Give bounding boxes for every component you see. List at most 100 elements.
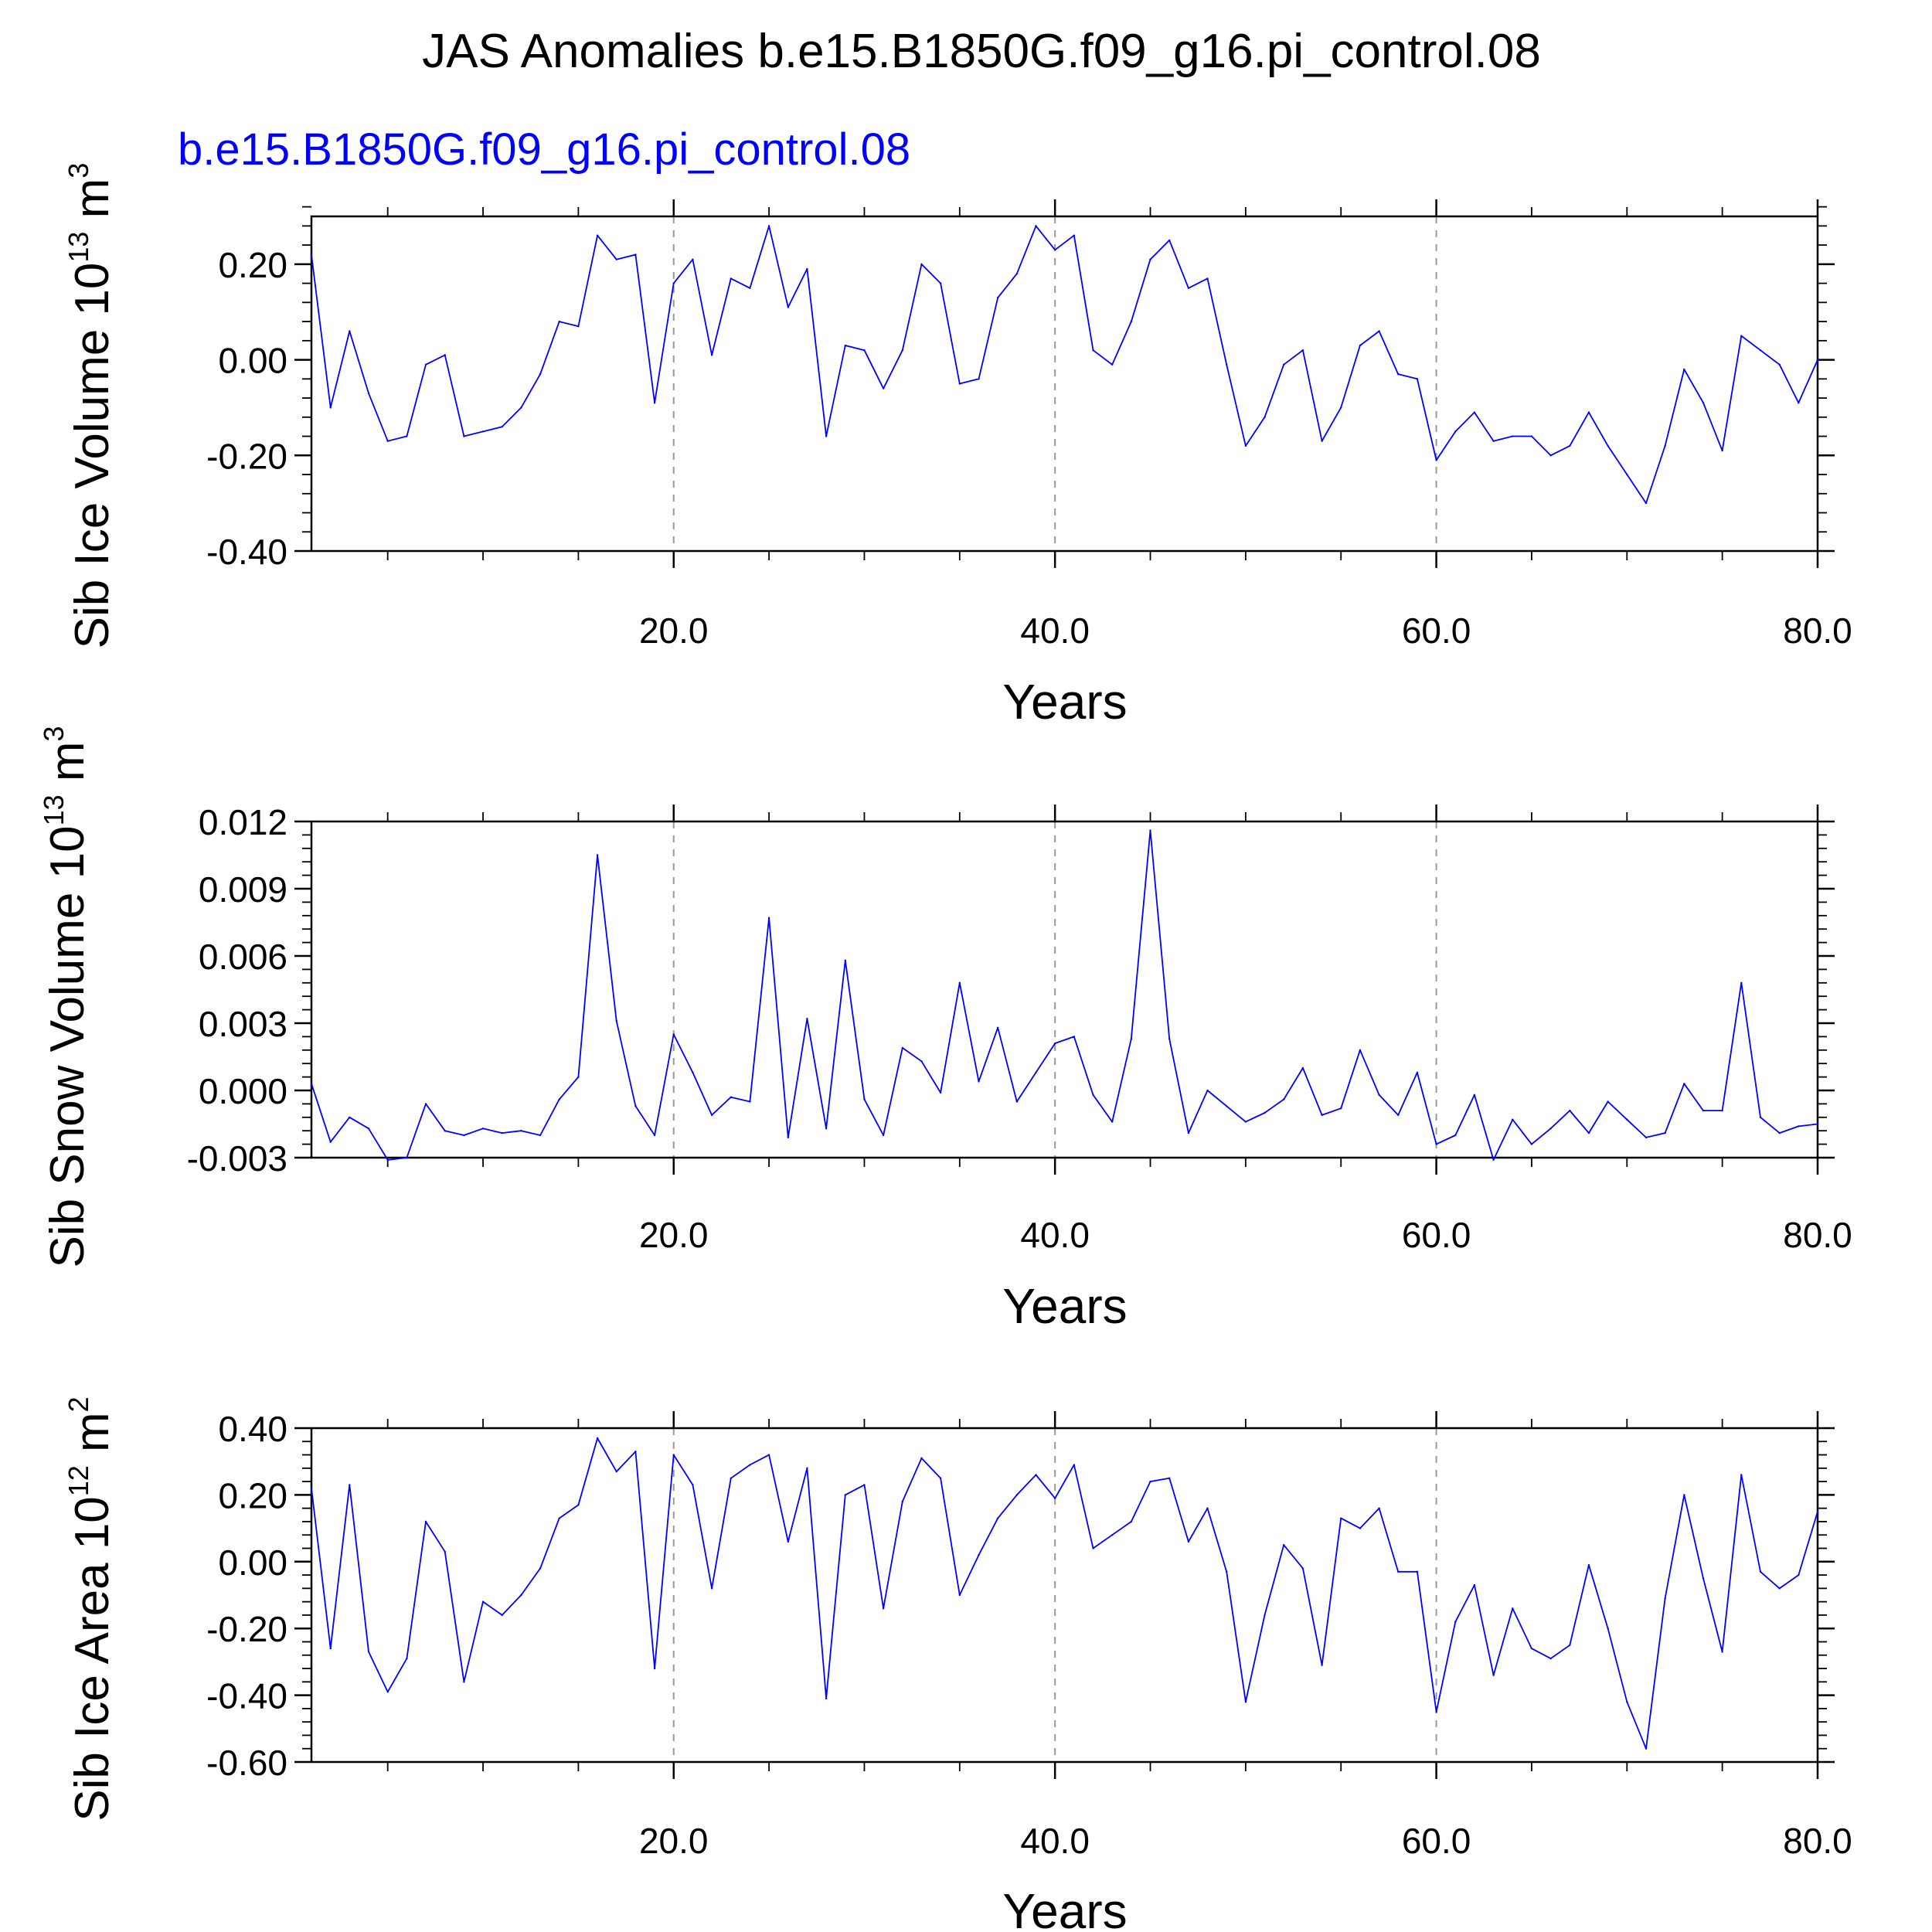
data-point (1340, 1517, 1342, 1519)
data-point (596, 1437, 599, 1440)
data-point (844, 1494, 846, 1496)
data-point (1473, 1094, 1476, 1097)
data-point (615, 1470, 617, 1473)
y-axis-label-ylabel-exp: 13 (63, 232, 94, 263)
data-point (996, 296, 999, 299)
data-point (978, 1080, 980, 1083)
data-point (1645, 502, 1648, 505)
data-point (1035, 1474, 1037, 1476)
y-axis-label: Sib Ice Volume 1013 m3 (63, 163, 119, 649)
data-point (1264, 1111, 1266, 1114)
data-point (1321, 1114, 1323, 1117)
data-point (1168, 239, 1171, 242)
data-point (310, 1083, 313, 1085)
y-axis-label-ylabel-exp: 12 (63, 1465, 94, 1496)
data-point (1549, 454, 1552, 457)
data-point (1740, 981, 1743, 985)
data-point (1053, 1497, 1056, 1499)
ytick-label: 0.000 (199, 1071, 287, 1111)
y-axis-label-ylabel-exp: 13 (38, 794, 70, 825)
data-point (1798, 1125, 1800, 1128)
series-line (311, 1437, 1818, 1750)
data-point (1053, 249, 1056, 251)
panel-3: -0.60 -0.40 -0.20 0.00 0.20 0.40 20.0 40.0 60.0 8… (63, 1396, 1852, 1932)
panels: -0.40 -0.20 0.00 0.20 20.0 40.0 60.0 80.0 Years S… (38, 163, 1852, 1932)
data-point (1683, 368, 1685, 371)
xtick-label: 80.0 (1783, 1215, 1852, 1255)
data-point (1226, 1105, 1228, 1107)
data-point (653, 1134, 656, 1137)
y-axis-label: Sib Ice Area 1012 m2 (63, 1396, 119, 1821)
data-point (444, 1550, 446, 1553)
xtick-label: 20.0 (639, 1215, 709, 1255)
data-point (1512, 1118, 1514, 1121)
data-point (634, 253, 637, 256)
data-point (901, 1500, 903, 1503)
data-point (1759, 1570, 1762, 1573)
data-point (958, 1594, 961, 1597)
data-point (349, 330, 351, 332)
data-point (1569, 1109, 1571, 1112)
xtick-label: 60.0 (1402, 1215, 1471, 1255)
data-point (692, 1484, 694, 1486)
data-point (653, 1667, 656, 1670)
xtick-label: 40.0 (1020, 611, 1090, 651)
ytick-label: 0.00 (218, 341, 287, 381)
data-point (882, 387, 885, 389)
data-point (577, 325, 580, 328)
data-point (1073, 1036, 1076, 1038)
data-point (710, 1114, 713, 1117)
data-point (1149, 1480, 1151, 1483)
data-point (692, 258, 694, 260)
data-point (329, 1647, 332, 1650)
y-axis-label-ylabel-unit: m (41, 741, 94, 794)
data-point (767, 225, 770, 227)
data-point (1321, 1664, 1323, 1666)
y-axis-label-ylabel-unit: m (66, 1412, 119, 1465)
data-point (996, 1026, 999, 1029)
data-point (920, 263, 923, 266)
data-point (1778, 1131, 1781, 1134)
data-point (1607, 444, 1609, 447)
data-point (1492, 440, 1495, 442)
data-point (1664, 1131, 1666, 1134)
data-point (558, 1098, 560, 1100)
data-point (1187, 1540, 1190, 1543)
data-point (501, 1131, 503, 1134)
data-point (1587, 1131, 1590, 1134)
data-point (1645, 1747, 1648, 1750)
data-point (1569, 1644, 1571, 1646)
data-point (1416, 1071, 1419, 1074)
data-point (1492, 1158, 1495, 1162)
data-point (501, 1614, 503, 1617)
data-point (1798, 402, 1800, 404)
data-point (367, 1128, 370, 1130)
plot-frame (310, 1427, 1819, 1764)
y-axis-label: Sib Snow Volume 1013 m3 (38, 726, 94, 1267)
data-point (1397, 1114, 1400, 1117)
ytick-label: -0.20 (206, 1609, 287, 1649)
data-point (1435, 1711, 1437, 1713)
data-point (1454, 1621, 1457, 1623)
data-point (710, 354, 713, 356)
data-point (863, 349, 866, 352)
data-point (1435, 459, 1437, 461)
y-axis-label-ylabel-unit-exp: 2 (63, 1396, 94, 1412)
data-point (692, 1071, 694, 1074)
data-point (825, 1128, 828, 1130)
ytick-label: -0.20 (206, 436, 287, 476)
series-line (311, 829, 1818, 1161)
data-point (444, 354, 446, 356)
ytick-label: 0.012 (199, 802, 287, 842)
data-point (615, 258, 617, 260)
run-label: b.e15.B1850G.f09_g16.pi_control.08 (178, 124, 910, 175)
y-axis-label-ylabel: Sib Ice Volume 10 (66, 263, 119, 649)
data-point (1244, 444, 1247, 447)
data-point (1015, 1100, 1019, 1103)
data-point (1569, 444, 1571, 447)
data-point (481, 430, 485, 433)
data-point (539, 1567, 542, 1570)
data-point (1130, 320, 1133, 323)
data-point (1473, 1583, 1476, 1587)
